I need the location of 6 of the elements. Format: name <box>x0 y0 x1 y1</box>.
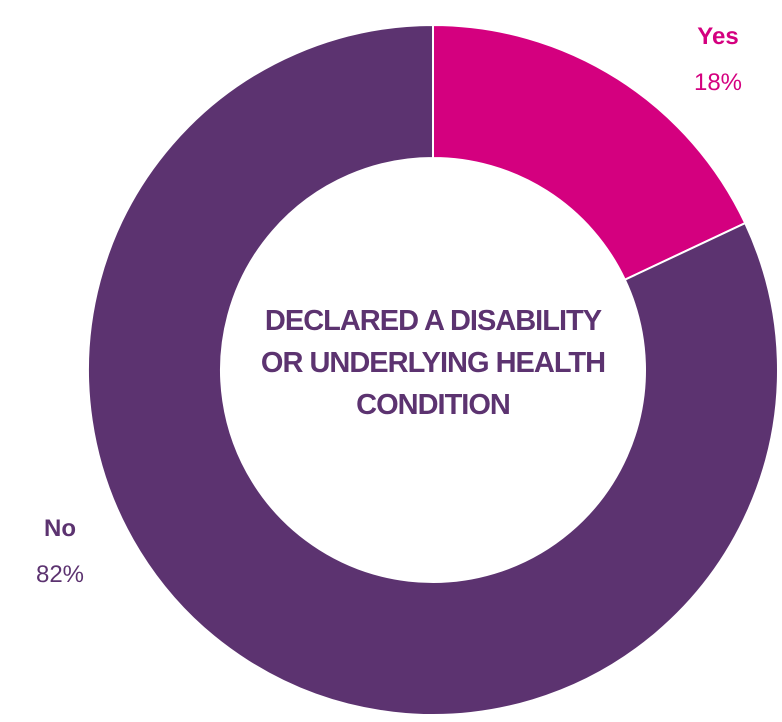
data-label: 18% <box>694 69 742 96</box>
data-label: 82% <box>36 561 84 588</box>
donut-slice <box>87 24 779 716</box>
slice-label: Yes <box>697 23 739 50</box>
slice-label: No <box>44 515 76 542</box>
text: DECLARED A DISABILITY OR UNDERLYING HEALTH CONDITION <box>260 304 606 423</box>
